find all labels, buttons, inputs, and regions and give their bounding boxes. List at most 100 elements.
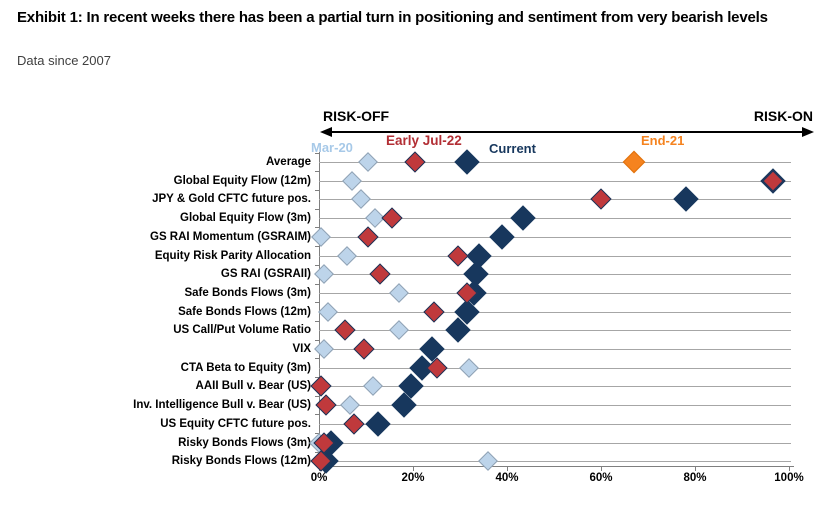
category-label: US Call/Put Volume Ratio <box>173 324 311 337</box>
category-label: GS RAI Momentum (GSRAIM) <box>150 230 311 243</box>
data-point-mar-20 <box>341 170 362 191</box>
data-point-mar-20 <box>318 301 339 322</box>
row-gridline <box>319 405 791 407</box>
data-point-early-jul-22 <box>590 188 612 210</box>
exhibit-title: Exhibit 1: In recent weeks there has bee… <box>17 9 768 26</box>
data-point-early-jul-22 <box>447 244 469 267</box>
y-axis-tick <box>315 152 320 154</box>
category-label: Safe Bonds Flows (12m) <box>178 305 311 318</box>
data-point-mar-20 <box>388 282 409 303</box>
x-tick-label: 60% <box>589 472 613 484</box>
row-gridline <box>319 461 791 463</box>
data-point-mar-20 <box>313 339 334 359</box>
data-point-current <box>510 205 537 231</box>
row-gridline <box>319 255 791 257</box>
x-tick-label: 80% <box>683 472 707 484</box>
category-label: Average <box>266 156 311 168</box>
y-axis-tick <box>315 358 320 360</box>
y-axis-tick <box>315 190 320 192</box>
data-point-early-jul-22 <box>357 226 379 248</box>
y-axis-tick <box>315 227 320 229</box>
y-axis-tick <box>315 414 320 416</box>
category-label: VIX <box>292 343 311 355</box>
category-label: Risky Bonds Flows (3m) <box>178 436 311 449</box>
x-axis-tick <box>507 467 508 471</box>
data-point-early-jul-22 <box>404 151 426 173</box>
category-label: Global Equity Flow (3m) <box>180 212 311 225</box>
category-label: Global Equity Flow (12m) <box>173 174 311 187</box>
data-point-current <box>365 411 391 437</box>
y-axis-tick <box>315 283 320 285</box>
row-gridline <box>319 311 791 313</box>
data-point-mar-20 <box>313 264 334 285</box>
risk-off-label: RISK-OFF <box>323 108 390 124</box>
x-tick-label: 100% <box>774 472 804 484</box>
row-gridline <box>319 386 791 388</box>
x-axis-tick <box>695 467 696 471</box>
y-axis-tick <box>315 302 320 304</box>
category-label: AAII Bull v. Bear (US) <box>195 380 311 393</box>
data-point-mar-20 <box>337 245 358 266</box>
legend-end-21: End-21 <box>641 133 685 148</box>
y-axis-tick <box>315 246 320 248</box>
y-axis-tick <box>315 395 320 397</box>
category-label: CTA Beta to Equity (3m) <box>180 361 311 374</box>
data-point-current <box>489 224 516 250</box>
data-point-mar-20 <box>363 376 383 397</box>
category-label: Safe Bonds Flows (3m) <box>184 286 311 299</box>
exhibit-subtitle: Data since 2007 <box>17 53 111 68</box>
category-label: GS RAI (GSRAII) <box>220 268 311 281</box>
x-tick-label: 20% <box>401 472 425 484</box>
x-tick-label: 0% <box>310 472 328 484</box>
x-axis-tick <box>601 467 602 471</box>
data-point-mar-20 <box>339 395 360 415</box>
plot-area: 0% 20% 40% 60% 80% 100% <box>309 149 819 500</box>
category-label: US Equity CFTC future pos. <box>160 417 311 430</box>
data-point-early-jul-22 <box>334 319 356 341</box>
y-axis-tick <box>315 339 320 341</box>
data-point-early-jul-22 <box>761 170 784 192</box>
row-gridline <box>319 330 791 332</box>
category-label: JPY & Gold CFTC future pos. <box>152 193 311 206</box>
row-gridline <box>319 236 791 238</box>
data-point-mar-20 <box>388 320 409 341</box>
data-point-current <box>454 149 480 175</box>
legend-early-jul-22: Early Jul-22 <box>386 133 462 148</box>
y-axis-tick <box>315 171 320 173</box>
row-gridline <box>319 367 791 369</box>
data-point-current <box>672 186 699 213</box>
data-point-mar-20 <box>358 152 379 172</box>
data-point-mar-20 <box>459 357 480 378</box>
row-gridline <box>319 274 791 276</box>
category-label: Equity Risk Parity Allocation <box>154 249 311 262</box>
arrow-right-icon <box>802 127 814 137</box>
row-gridline <box>319 218 791 220</box>
x-axis-tick <box>789 467 790 471</box>
category-label: Inv. Intelligence Bull v. Bear (US) <box>133 399 311 412</box>
data-point-early-jul-22 <box>353 338 375 360</box>
legend-mar-20: Mar-20 <box>311 140 353 155</box>
row-gridline <box>319 423 791 425</box>
category-axis-labels: Average Global Equity Flow (12m) JPY & Gol… <box>0 150 315 480</box>
x-axis-line <box>319 466 794 467</box>
y-axis-tick <box>315 264 320 266</box>
data-point-mar-20 <box>478 451 499 472</box>
row-gridline <box>319 349 791 350</box>
data-point-early-jul-22 <box>343 413 365 435</box>
row-gridline <box>319 292 791 294</box>
row-gridline <box>319 199 791 201</box>
row-gridline <box>319 180 791 182</box>
data-point-mar-20 <box>351 189 372 210</box>
row-gridline <box>319 162 791 163</box>
data-point-early-jul-22 <box>369 263 391 285</box>
arrow-shaft <box>328 131 806 133</box>
data-point-early-jul-22 <box>381 207 403 229</box>
y-axis-tick <box>315 320 320 322</box>
risk-axis-arrow <box>320 126 814 138</box>
x-tick-label: 40% <box>495 472 519 484</box>
data-point-end-21 <box>622 150 646 174</box>
legend-current: Current <box>489 141 536 156</box>
y-axis-tick <box>315 208 320 210</box>
data-point-early-jul-22 <box>425 357 448 379</box>
